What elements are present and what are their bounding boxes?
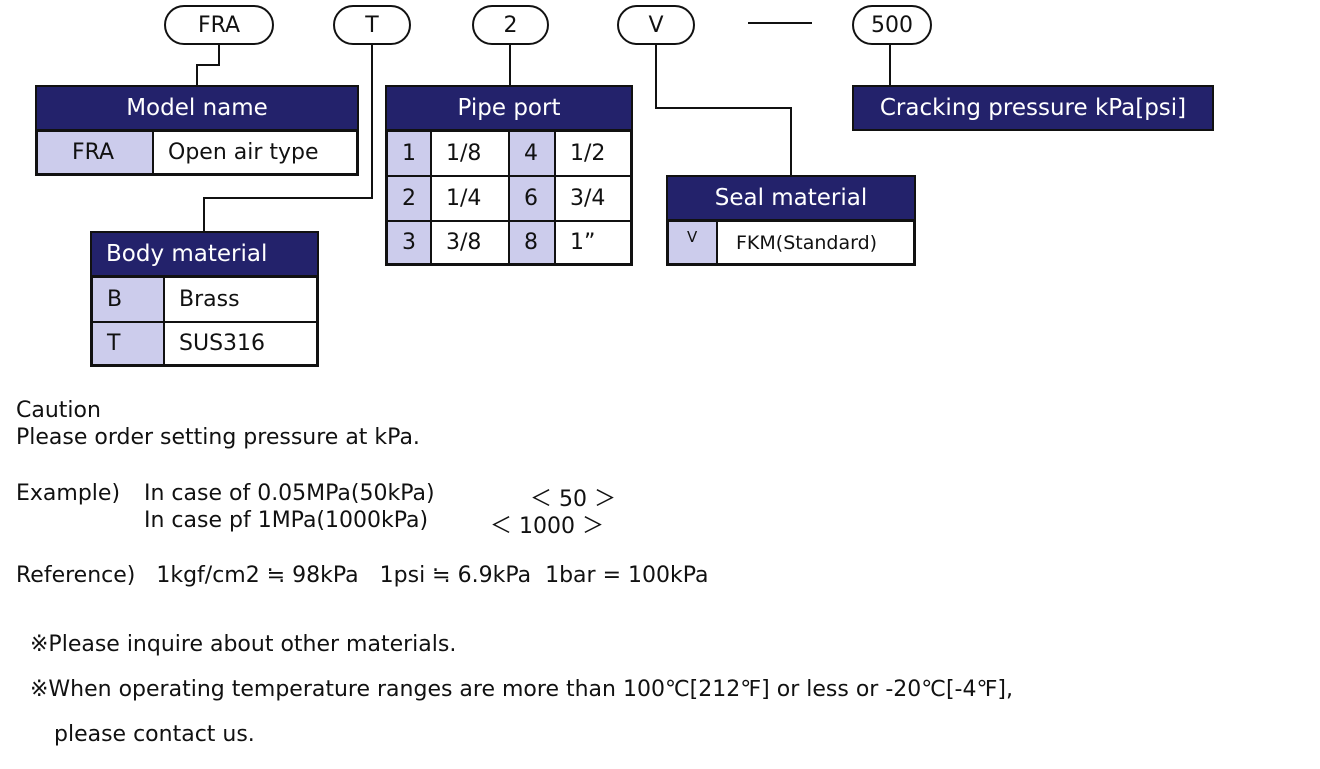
table-value: SUS316 [164, 322, 317, 365]
table-value: 3/4 [555, 176, 631, 221]
table-header: Seal material [666, 175, 916, 221]
table-header: Body material [90, 231, 319, 277]
note-temperature: ※When operating temperature ranges are m… [30, 677, 1013, 702]
connector [196, 64, 220, 66]
connector [889, 45, 891, 85]
reference: Reference) 1kgf/cm2 ≒ 98kPa 1psi ≒ 6.9kP… [16, 563, 709, 588]
table-value: 1” [555, 221, 631, 264]
table-key: 8 [509, 221, 555, 264]
connector [509, 45, 511, 85]
code-dash [748, 22, 812, 24]
table-key: FRA [37, 131, 153, 174]
table-key: T [92, 322, 164, 365]
connector [790, 107, 792, 175]
table-value: Open air type [153, 131, 357, 174]
example-1: In case of 0.05MPa(50kPa) [144, 481, 435, 506]
cracking-pressure-header: Cracking pressure kPa[psi] [852, 85, 1214, 131]
example-label: Example) [16, 481, 121, 506]
model-name-table: Model name FRA Open air type [35, 85, 359, 176]
code-model: FRA [164, 5, 274, 45]
table-key: 6 [509, 176, 555, 221]
caution-heading: Caution [16, 398, 101, 423]
table-header: Model name [35, 85, 359, 131]
table-value: 1/8 [431, 131, 509, 176]
code-pressure: 500 [852, 5, 932, 45]
table-key: B [92, 277, 164, 322]
code-body: T [333, 5, 411, 45]
connector [203, 197, 205, 231]
table-header: Pipe port [385, 85, 633, 131]
example-1-code: ＜ 50 ＞ [530, 487, 616, 512]
connector [203, 197, 373, 199]
table-value: 1/2 [555, 131, 631, 176]
table-key: V [668, 221, 717, 264]
code-seal: V [617, 5, 695, 45]
table-value: Brass [164, 277, 317, 322]
table-value: 3/8 [431, 221, 509, 264]
example-2-code: ＜ 1000 ＞ [490, 514, 604, 539]
example-2: In case pf 1MPa(1000kPa) [144, 508, 429, 533]
note-materials: ※Please inquire about other materials. [30, 632, 457, 657]
connector [196, 64, 198, 85]
table-key: 2 [387, 176, 431, 221]
pipe-port-table: Pipe port 1 1/8 4 1/2 2 1/4 6 3/4 3 3/8 … [385, 85, 633, 266]
body-material-table: Body material B Brass T SUS316 [90, 231, 319, 367]
connector [371, 45, 373, 199]
note-contact: please contact us. [54, 722, 255, 747]
caution-text: Please order setting pressure at kPa. [16, 425, 420, 450]
code-port: 2 [472, 5, 549, 45]
connector [218, 45, 220, 66]
table-value: FKM(Standard) [717, 221, 914, 264]
table-key: 4 [509, 131, 555, 176]
connector [655, 107, 792, 109]
table-key: 1 [387, 131, 431, 176]
connector [655, 45, 657, 109]
table-key: 3 [387, 221, 431, 264]
seal-material-table: Seal material V FKM(Standard) [666, 175, 916, 266]
table-value: 1/4 [431, 176, 509, 221]
